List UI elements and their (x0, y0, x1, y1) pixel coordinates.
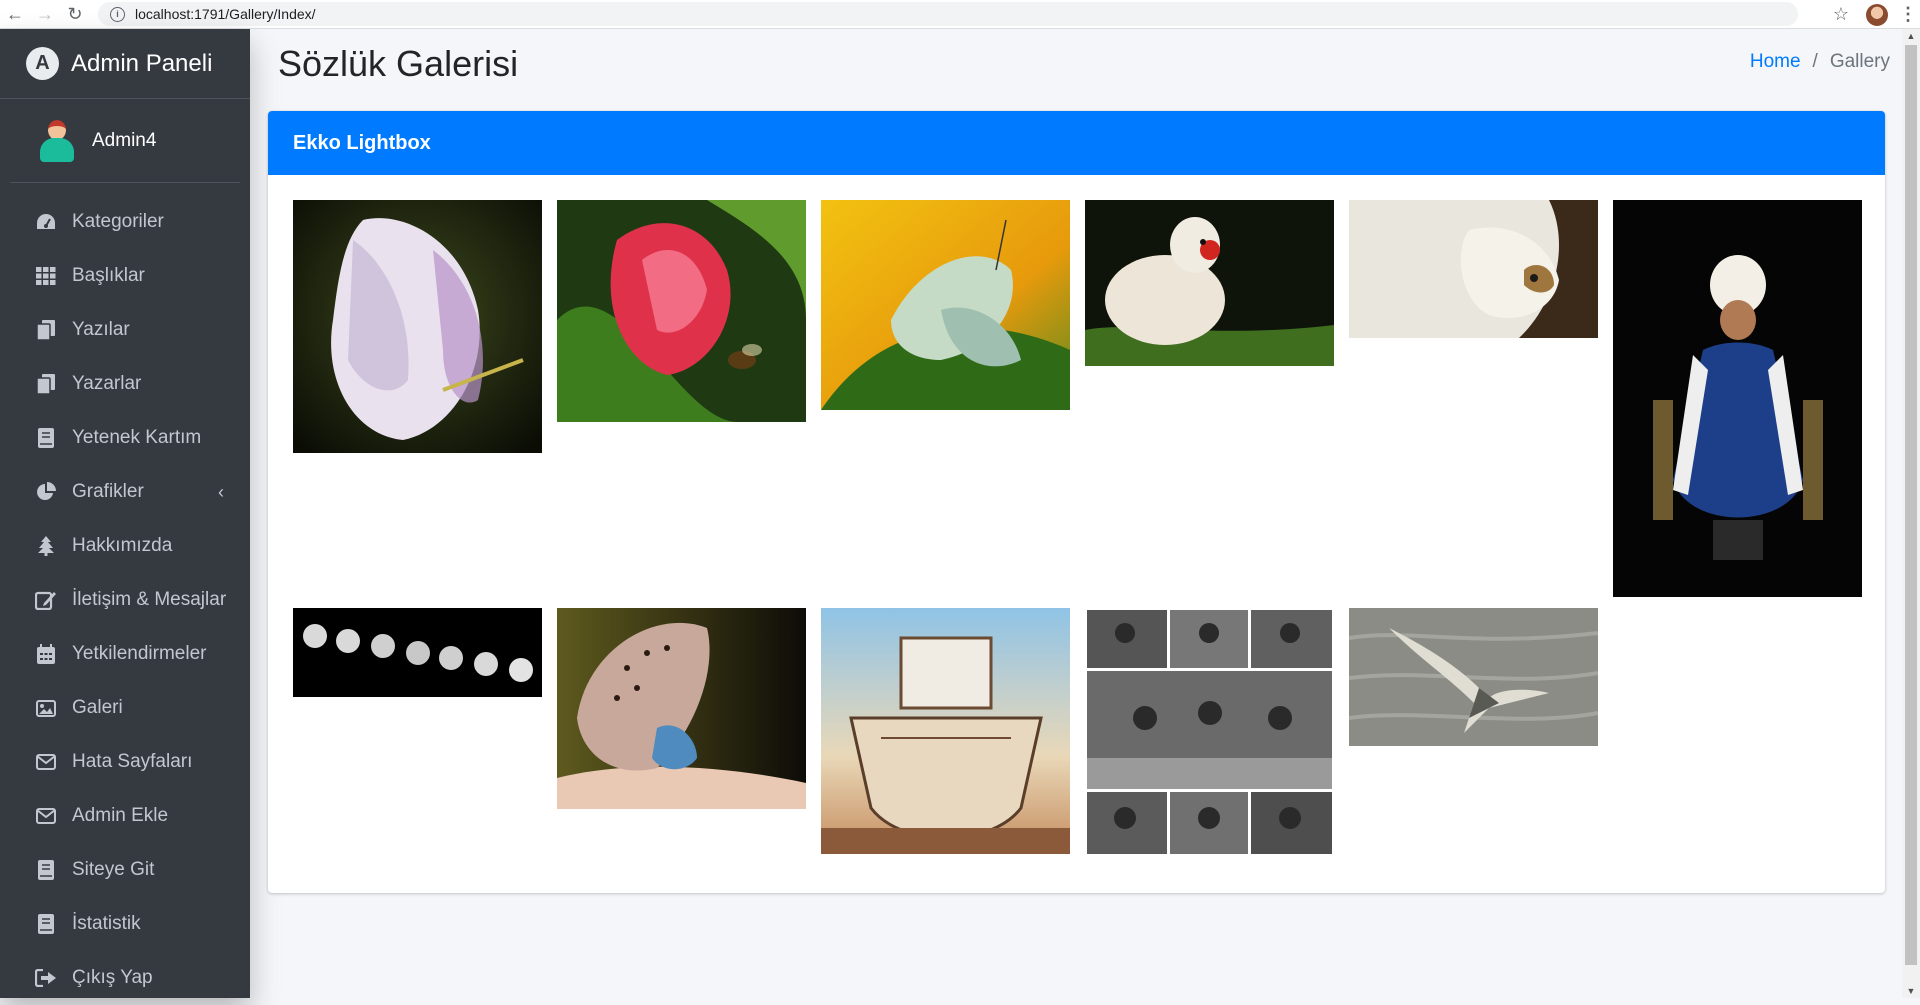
book-icon (34, 859, 58, 881)
chevron-left-icon[interactable]: ‹ (218, 481, 224, 502)
sidebar-item-label: Yetenek Kartım (72, 427, 202, 448)
brand-logo-icon: A (26, 47, 59, 80)
user-panel: Admin4 (10, 99, 240, 183)
sidebar-item-kategoriler[interactable]: Kategoriler (0, 195, 250, 249)
sidebar-item-hata-sayfalari[interactable]: Hata Sayfaları (0, 735, 250, 789)
card-header: Ekko Lightbox (268, 111, 1885, 175)
envelope-icon (34, 751, 58, 773)
seagull-photo (1348, 608, 1599, 746)
blue-butterfly-photo (557, 608, 806, 809)
breadcrumb-separator: / (1812, 51, 1818, 72)
sidebar: A Admin Paneli Admin4 Kategoriler Başlık… (0, 29, 250, 998)
browser-menu-icon[interactable]: ⋮ (1899, 4, 1917, 24)
sidebar-item-label: Yazılar (72, 319, 130, 340)
sidebar-item-hakkimizda[interactable]: Hakkımızda (0, 519, 250, 573)
image-icon (34, 697, 58, 719)
breadcrumb-home-link[interactable]: Home (1749, 51, 1801, 72)
back-icon[interactable]: ← (6, 3, 24, 24)
sidebar-item-yetkilendirmeler[interactable]: Yetkilendirmeler (0, 627, 250, 681)
scroll-down-icon[interactable]: ▼ (1906, 986, 1916, 996)
gallery-thumb-boat[interactable] (821, 608, 1070, 854)
address-bar[interactable]: i localhost:1791/Gallery/Index/ (98, 2, 1798, 26)
sidebar-item-galeri[interactable]: Galeri (0, 681, 250, 735)
tachometer-icon (34, 211, 58, 233)
sidebar-item-label: Admin Ekle (72, 805, 169, 826)
sidebar-item-label: Siteye Git (72, 859, 155, 880)
gallery-thumb-moon[interactable] (293, 608, 542, 697)
sidebar-item-label: İletişim & Mesajlar (72, 589, 227, 610)
white-duck-photo (1085, 200, 1334, 366)
sign-out-icon (34, 967, 58, 989)
gallery-thumb-white-butterfly[interactable] (821, 200, 1070, 410)
lamb-photo (1349, 200, 1598, 338)
gallery-thumb-blue-butterfly[interactable] (557, 608, 806, 809)
gallery-thumb-sultan[interactable] (1613, 200, 1862, 597)
gallery-thumb-seagull[interactable] (1348, 608, 1599, 746)
sidebar-menu: Kategoriler Başlıklar Yazılar Yazarlar Y… (0, 195, 250, 1005)
page-scrollbar[interactable]: ▲ ▼ (1902, 29, 1920, 998)
sidebar-item-label: Kategoriler (72, 211, 164, 232)
sidebar-item-label: Yetkilendirmeler (72, 643, 207, 664)
card-title: Ekko Lightbox (293, 131, 431, 154)
bookmark-star-icon[interactable]: ☆ (1832, 4, 1850, 24)
sidebar-item-label: Çıkış Yap (72, 967, 153, 988)
browser-toolbar: ← → ↻ i localhost:1791/Gallery/Index/ ☆ … (0, 0, 1920, 29)
sidebar-item-label: Hakkımızda (72, 535, 173, 556)
scrollbar-thumb[interactable] (1905, 45, 1917, 965)
sidebar-item-label: Başlıklar (72, 265, 145, 286)
url-text: localhost:1791/Gallery/Index/ (135, 6, 316, 22)
sidebar-item-cikis-yap[interactable]: Çıkış Yap (0, 951, 250, 1005)
book-icon (34, 913, 58, 935)
white-butterfly-photo (821, 200, 1070, 410)
red-tulip-bee-photo (557, 200, 806, 422)
sidebar-item-label: İstatistik (72, 913, 141, 934)
breadcrumb-current: Gallery (1829, 51, 1890, 72)
brand-link[interactable]: A Admin Paneli (0, 29, 250, 99)
avatar (40, 119, 74, 162)
sidebar-item-admin-ekle[interactable]: Admin Ekle (0, 789, 250, 843)
gallery-thumb-lamb[interactable] (1349, 200, 1598, 338)
user-name[interactable]: Admin4 (92, 129, 157, 151)
sultan-statue-photo (1613, 200, 1862, 597)
breadcrumb: Home / Gallery (1750, 51, 1890, 73)
reload-icon[interactable]: ↻ (67, 3, 83, 24)
sidebar-item-istatistik[interactable]: İstatistik (0, 897, 250, 951)
sidebar-item-label: Grafikler (72, 481, 144, 502)
sidebar-item-yazarlar[interactable]: Yazarlar (0, 357, 250, 411)
tree-icon (34, 535, 58, 557)
sidebar-item-iletisim-mesajlar[interactable]: İletişim & Mesajlar (0, 573, 250, 627)
profile-avatar[interactable] (1866, 3, 1888, 26)
copy-icon (34, 319, 58, 341)
sidebar-item-label: Yazarlar (72, 373, 142, 394)
sidebar-item-label: Galeri (72, 697, 123, 718)
sidebar-item-yazilar[interactable]: Yazılar (0, 303, 250, 357)
book-icon (34, 427, 58, 449)
page-title: Sözlük Galerisi (278, 43, 519, 84)
info-icon[interactable]: i (110, 6, 125, 22)
forward-icon[interactable]: → (36, 3, 54, 24)
gallery-thumb-duck[interactable] (1085, 200, 1334, 366)
content-wrapper: Sözlük Galerisi Home / Gallery Ekko Ligh… (250, 29, 1902, 998)
sidebar-item-yetenek-kartim[interactable]: Yetenek Kartım (0, 411, 250, 465)
gallery-thumb-white-tulip[interactable] (293, 200, 542, 453)
gallery-thumb-red-tulip[interactable] (557, 200, 806, 422)
gallery-thumb-musicians[interactable] (1085, 608, 1334, 856)
sidebar-item-grafikler[interactable]: Grafikler ‹ (0, 465, 250, 519)
scroll-up-icon[interactable]: ▲ (1906, 31, 1916, 41)
musicians-collage-photo (1085, 608, 1334, 856)
brand-text: Admin Paneli (71, 49, 213, 77)
sidebar-item-label: Hata Sayfaları (72, 751, 193, 772)
edit-icon (34, 589, 58, 611)
envelope-icon (34, 805, 58, 827)
white-tulip-photo (293, 200, 542, 453)
pie-chart-icon (34, 481, 58, 503)
moon-phases-photo (293, 608, 542, 697)
sidebar-item-basliklar[interactable]: Başlıklar (0, 249, 250, 303)
grid-icon (34, 265, 58, 287)
copy-icon (34, 373, 58, 395)
gallery-card: Ekko Lightbox (268, 111, 1885, 893)
boat-photo (821, 608, 1070, 854)
sidebar-item-siteye-git[interactable]: Siteye Git (0, 843, 250, 897)
calendar-icon (34, 643, 58, 665)
